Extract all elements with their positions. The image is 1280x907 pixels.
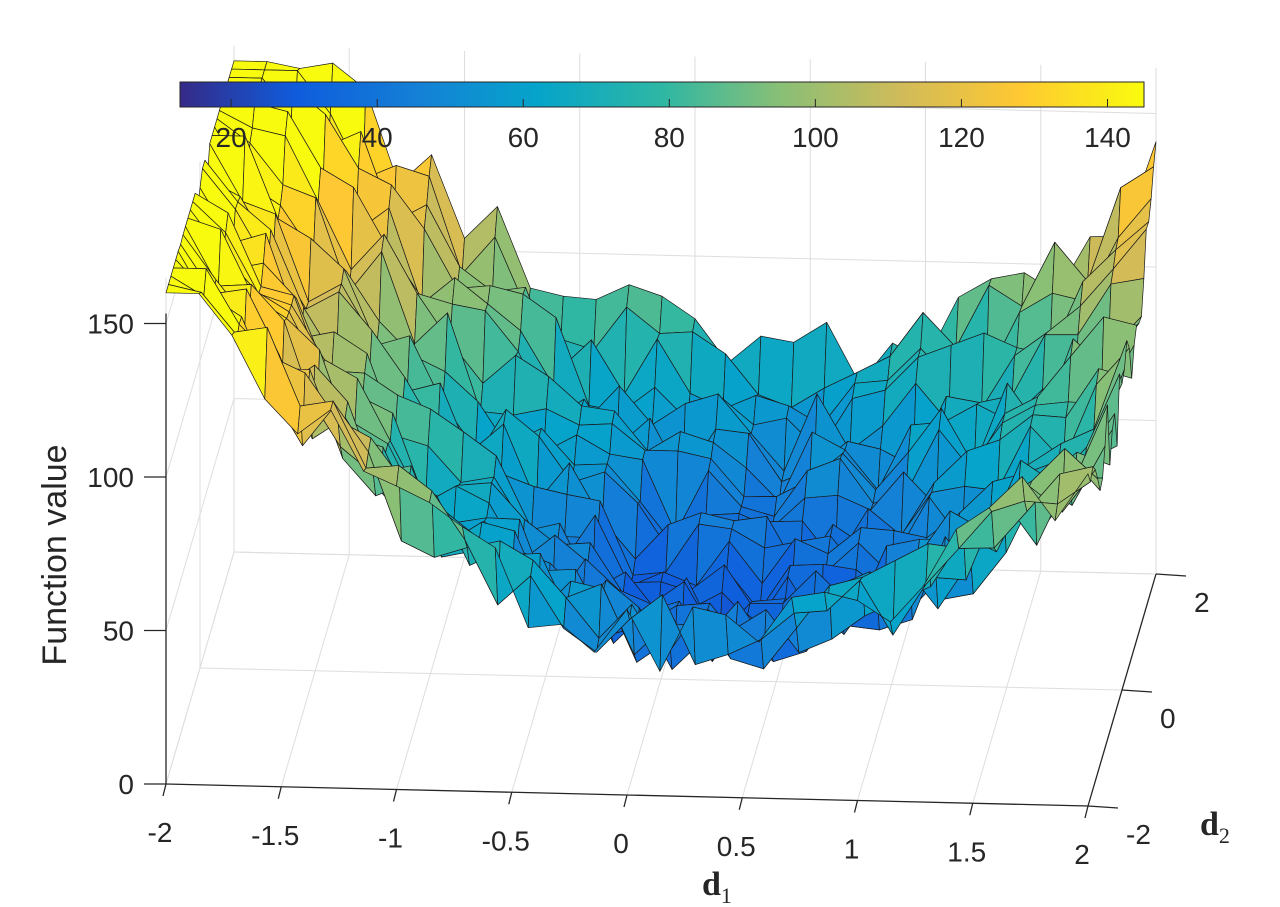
y-tick-mark (1121, 689, 1153, 693)
x-axis-label-main: d (702, 866, 721, 903)
colorbar-gradient (179, 81, 1145, 108)
colorbar-tick-label: 60 (508, 122, 539, 153)
surface-patch (228, 68, 265, 79)
x-tick-label: 2 (1074, 839, 1090, 870)
x-tick-label: -1 (378, 823, 403, 854)
colorbar-tick-label: 40 (362, 122, 393, 153)
y-tick-mark (1155, 573, 1187, 577)
colorbar-tick-label: 100 (792, 122, 839, 153)
x-tick-mark (508, 792, 513, 805)
z-tick-label: 50 (103, 616, 134, 647)
x-axis-label-sub: 1 (721, 883, 732, 907)
surface-patch (231, 60, 268, 71)
y-tick-labels: -2 0 2 (1087, 573, 1210, 850)
x-tick-label: 0.5 (717, 831, 756, 862)
x-tick-mark (738, 797, 743, 810)
z-tick-labels: 0 50 100 150 (87, 309, 166, 800)
colorbar: 20 40 60 80 100 120 140 (179, 81, 1145, 153)
x-axis-label: d1 (702, 866, 732, 907)
y-axis-label-main: d (1200, 806, 1219, 843)
x-tick-label: -2 (148, 817, 173, 848)
y-tick-label: 0 (1160, 703, 1176, 734)
z-tick-label: 100 (87, 462, 134, 493)
x-tick-label: 0 (613, 828, 629, 859)
z-axis-label: Function value (36, 444, 74, 665)
x-tick-mark (969, 803, 974, 816)
grid-line-y (199, 667, 1123, 691)
x-tick-labels: -2 -1.5 -1 -0.5 0 0.5 1 1.5 2 (148, 783, 1090, 870)
x-tick-mark (623, 794, 628, 808)
y-tick-label: -2 (1126, 819, 1151, 850)
colorbar-tick-label: 20 (216, 122, 247, 153)
colorbar-ticks: 20 40 60 80 100 120 140 (216, 99, 1131, 153)
colorbar-tick-label: 140 (1084, 122, 1131, 153)
x-tick-mark (1084, 805, 1089, 819)
z-tick-label: 0 (118, 769, 134, 800)
x-tick-label: -0.5 (482, 825, 530, 856)
x-tick-mark (853, 800, 859, 813)
x-tick-mark (162, 783, 167, 797)
z-tick-label: 150 (87, 309, 134, 340)
colorbar-tick-label: 120 (938, 122, 985, 153)
colorbar-tick-label: 80 (654, 122, 685, 153)
y-tick-mark (1087, 805, 1119, 809)
x-tick-mark (392, 789, 398, 802)
surface-patch (231, 327, 268, 400)
x-tick-label: 1.5 (947, 836, 986, 867)
y-axis-label: d2 (1200, 806, 1230, 848)
x-tick-label: 1 (844, 834, 860, 865)
surface-patch (264, 61, 301, 72)
surface-patch (692, 606, 729, 665)
x-tick-label: -1.5 (251, 820, 299, 851)
x-tick-mark (277, 786, 282, 799)
surface-patch (659, 295, 696, 334)
y-tick-label: 2 (1194, 587, 1210, 618)
surface-patch (854, 355, 891, 384)
y-axis-label-sub: 2 (1219, 823, 1230, 848)
surface-patch (1054, 473, 1091, 522)
